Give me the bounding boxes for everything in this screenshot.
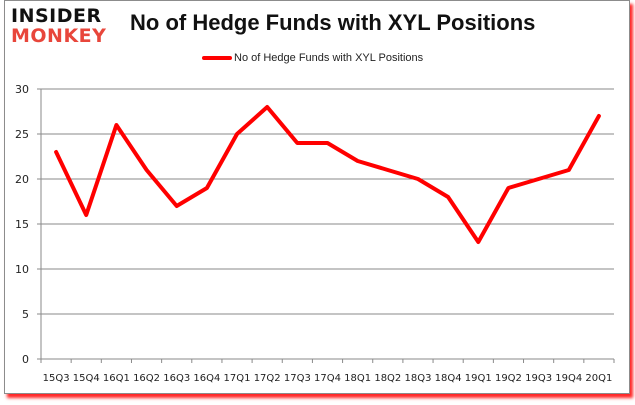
y-tick-label: 10 bbox=[15, 263, 29, 276]
y-tick-label: 20 bbox=[15, 173, 29, 186]
x-tick-label: 15Q4 bbox=[73, 373, 100, 384]
x-tick-label: 17Q4 bbox=[314, 373, 341, 384]
gridlines bbox=[37, 88, 614, 360]
axes bbox=[40, 89, 615, 363]
x-tick-label: 19Q2 bbox=[495, 373, 522, 384]
chart-frame bbox=[4, 0, 630, 394]
y-tick-label: 30 bbox=[15, 83, 29, 96]
y-axis-ticks: 0 5 10 15 20 25 30 bbox=[15, 83, 29, 366]
y-tick-label: 15 bbox=[15, 218, 29, 231]
x-tick-label: 18Q4 bbox=[435, 373, 462, 384]
x-tick-label: 19Q4 bbox=[555, 373, 582, 384]
x-tick-label: 16Q1 bbox=[103, 373, 130, 384]
legend-label: No of Hedge Funds with XYL Positions bbox=[234, 52, 424, 64]
chart-legend: No of Hedge Funds with XYL Positions bbox=[202, 52, 423, 64]
x-tick-label: 19Q1 bbox=[465, 373, 492, 384]
x-tick-label: 16Q3 bbox=[163, 373, 190, 384]
x-tick-label: 18Q1 bbox=[344, 373, 371, 384]
x-tick-label: 15Q3 bbox=[43, 373, 70, 384]
x-tick-label: 20Q1 bbox=[585, 373, 612, 384]
legend-line-swatch-icon bbox=[202, 56, 232, 60]
x-tick-label: 19Q3 bbox=[525, 373, 552, 384]
x-tick-label: 16Q4 bbox=[193, 373, 220, 384]
y-tick-label: 25 bbox=[15, 128, 29, 141]
x-tick-label: 18Q3 bbox=[404, 373, 431, 384]
chart-title: No of Hedge Funds with XYL Positions bbox=[130, 10, 536, 35]
y-tick-label: 0 bbox=[22, 353, 29, 366]
x-tick-label: 17Q2 bbox=[254, 373, 281, 384]
x-tick-label: 17Q3 bbox=[284, 373, 311, 384]
x-tick-label: 16Q2 bbox=[133, 373, 160, 384]
x-tick-label: 17Q1 bbox=[224, 373, 251, 384]
logo-line-1: INSIDER bbox=[11, 5, 102, 27]
insider-monkey-logo: INSIDER MONKEY bbox=[11, 6, 121, 50]
series-line bbox=[54, 105, 601, 244]
logo-line-2: MONKEY bbox=[11, 25, 107, 47]
y-tick-label: 5 bbox=[22, 308, 29, 321]
x-axis-ticks: 15Q3 15Q4 16Q1 16Q2 16Q3 16Q4 17Q1 17Q2 17Q3 17Q4… bbox=[43, 373, 613, 384]
x-tick-label: 18Q2 bbox=[374, 373, 401, 384]
